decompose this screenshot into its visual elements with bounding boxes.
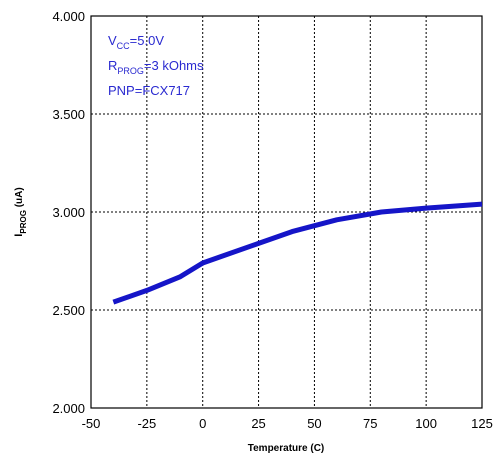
annotation-line: PNP=FCX717: [108, 83, 190, 98]
y-tick-label: 3.500: [52, 107, 85, 122]
annotation-sub: CC: [117, 41, 130, 51]
x-tick-label: 125: [471, 416, 493, 431]
y-tick-label: 2.000: [52, 401, 85, 416]
x-tick-label: -50: [82, 416, 101, 431]
plot-frame: [90, 15, 483, 409]
y-tick-labels: 2.000 2.500 3.000 3.500 4.000: [52, 9, 85, 416]
annotation-box: VCC=5.0V RPROG=3 kOhms PNP=FCX717: [108, 33, 204, 98]
x-tick-label: 0: [199, 416, 206, 431]
annotation-main: PNP=FCX717: [108, 83, 190, 98]
x-tick-labels: -50 -25 0 25 50 75 100 125: [82, 416, 493, 431]
y-axis-title: IPROG (uA): [13, 187, 28, 236]
annotation-sub: PROG: [117, 66, 144, 76]
x-tick-label: 25: [251, 416, 265, 431]
annotation-main: R: [108, 58, 117, 73]
series-layer: [112, 201, 483, 305]
y-tick-label: 2.500: [52, 303, 85, 318]
x-axis-title: Temperature (C): [248, 443, 325, 454]
annotation-line: VCC=5.0V: [108, 33, 164, 51]
y-tick-label: 4.000: [52, 9, 85, 24]
series-line: [112, 201, 483, 305]
x-tick-label: 50: [307, 416, 321, 431]
annotation-line: RPROG=3 kOhms: [108, 58, 204, 76]
y-axis-title-sub: PROG: [19, 210, 28, 234]
y-axis-title-suffix: (uA): [14, 187, 25, 210]
y-axis-title-main: I: [13, 234, 25, 237]
annotation-rest: =5.0V: [130, 33, 165, 48]
x-tick-label: 100: [415, 416, 437, 431]
x-tick-label: 75: [363, 416, 377, 431]
y-tick-label: 3.000: [52, 205, 85, 220]
annotation-rest: =3 kOhms: [144, 58, 204, 73]
x-tick-label: -25: [137, 416, 156, 431]
annotation-main: V: [108, 33, 117, 48]
grid: [91, 16, 482, 408]
